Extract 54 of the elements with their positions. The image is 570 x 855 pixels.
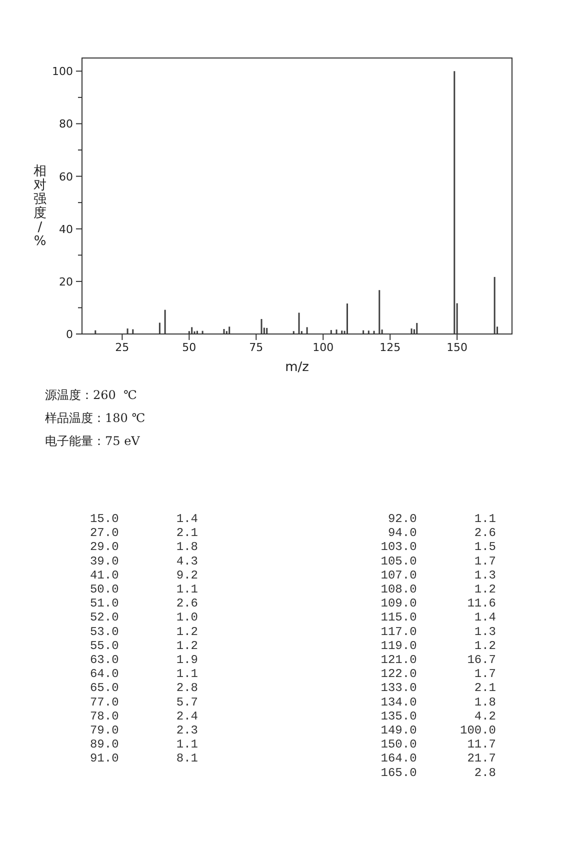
y-tick-label: 60 xyxy=(59,170,73,184)
text: 41.0 9.2 xyxy=(90,568,198,582)
text: 源温度：260 ℃ xyxy=(45,388,137,402)
text: 样品温度：180 ℃ xyxy=(45,411,146,425)
text: 150.0 11.7 xyxy=(380,738,496,752)
x-tick-label: 100 xyxy=(312,341,334,354)
y-tick-label: 80 xyxy=(59,118,73,131)
text: 77.0 5.7 xyxy=(90,695,198,710)
text: 105.0 1.7 xyxy=(380,554,496,568)
text: 115.0 1.4 xyxy=(380,610,496,625)
x-tick-label: 125 xyxy=(380,341,401,354)
text: 117.0 1.3 xyxy=(380,624,496,639)
text: 52.0 1.0 xyxy=(90,610,198,625)
text: 134.0 1.8 xyxy=(380,695,496,710)
text: 27.0 2.1 xyxy=(90,526,198,540)
text: 92.0 1.1 xyxy=(388,512,496,526)
text: 108.0 1.2 xyxy=(380,582,496,596)
text: 89.0 1.1 xyxy=(90,738,198,752)
text: 119.0 1.2 xyxy=(380,638,496,653)
text: 29.0 1.8 xyxy=(90,540,198,554)
text: 94.0 2.6 xyxy=(388,526,496,540)
x-tick-label: 25 xyxy=(115,341,130,354)
text: 51.0 2.6 xyxy=(90,596,198,611)
text: 55.0 1.2 xyxy=(90,638,198,653)
x-axis-title: m/z xyxy=(285,360,310,375)
text: 50.0 1.1 xyxy=(90,582,198,596)
text: 64.0 1.1 xyxy=(90,667,198,682)
text: 103.0 1.5 xyxy=(380,540,496,554)
text: 65.0 2.8 xyxy=(90,681,198,696)
x-tick-label: 50 xyxy=(182,341,196,354)
y-tick-label: 0 xyxy=(66,328,73,341)
text: 78.0 2.4 xyxy=(90,709,198,724)
text: 121.0 16.7 xyxy=(380,653,496,667)
text: 165.0 2.8 xyxy=(380,766,496,780)
x-tick-label: 75 xyxy=(249,341,264,354)
text: 135.0 4.2 xyxy=(380,709,496,724)
y-tick-label: 100 xyxy=(52,65,73,78)
text: 53.0 1.2 xyxy=(90,624,198,639)
y-axis-title: 相对强度/% xyxy=(34,164,46,249)
text: 149.0 100.0 xyxy=(380,724,496,738)
text: 107.0 1.3 xyxy=(380,568,496,582)
text: 15.0 1.4 xyxy=(90,512,198,526)
text: 133.0 2.1 xyxy=(380,681,496,696)
x-tick-label: 150 xyxy=(446,341,468,354)
y-tick-label: 20 xyxy=(59,275,73,288)
text: 164.0 21.7 xyxy=(380,752,496,766)
text: 电子能量：75 eV xyxy=(45,434,140,448)
text: 63.0 1.9 xyxy=(90,653,198,667)
text: 79.0 2.3 xyxy=(90,724,198,738)
text: 122.0 1.7 xyxy=(380,667,496,682)
text: 39.0 4.3 xyxy=(90,554,198,568)
text: 91.0 8.1 xyxy=(90,752,198,766)
text: 109.0 11.6 xyxy=(380,596,496,611)
y-tick-label: 40 xyxy=(59,222,73,236)
